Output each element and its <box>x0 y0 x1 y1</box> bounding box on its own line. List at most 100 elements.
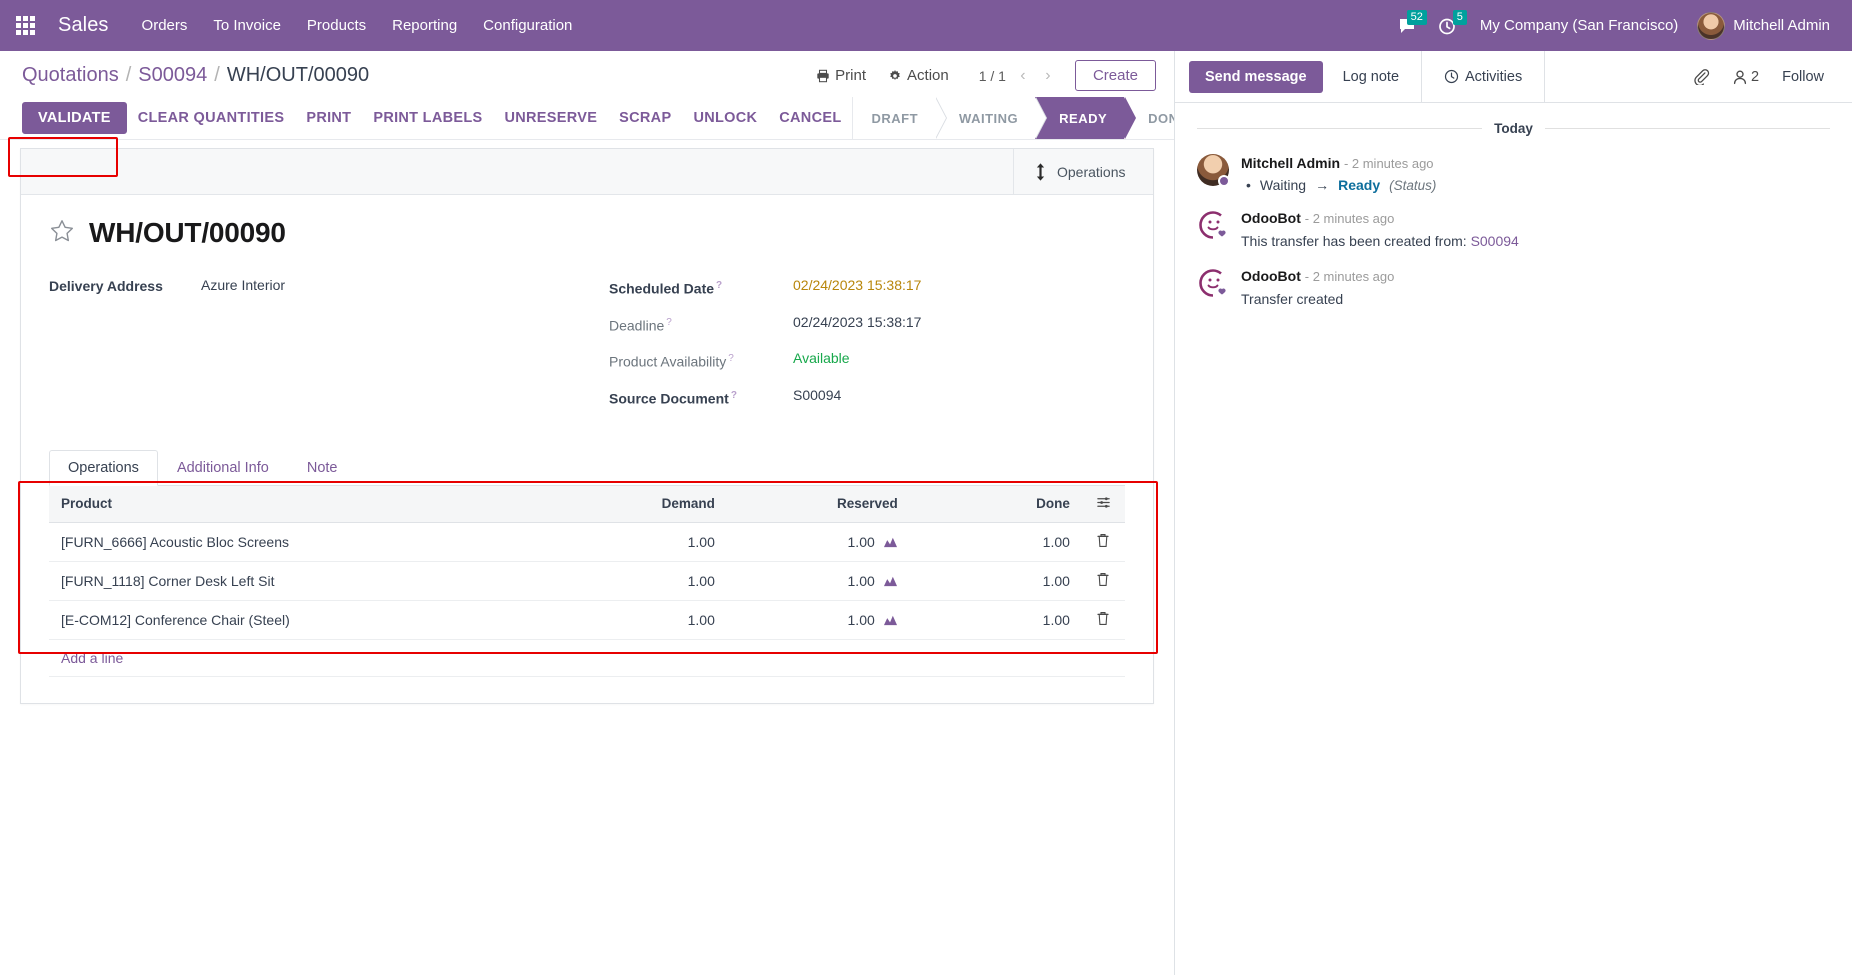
avatar[interactable] <box>1197 267 1229 299</box>
breadcrumb-item-s00094[interactable]: S00094 <box>138 64 208 86</box>
control-panel-button-row: VALIDATE CLEAR QUANTITIES PRINT PRINT LA… <box>0 97 1174 140</box>
apps-grid-icon[interactable] <box>8 9 42 43</box>
validate-button[interactable]: VALIDATE <box>22 102 127 134</box>
column-header-demand[interactable]: Demand <box>543 485 727 523</box>
add-line-cell: Add a line <box>49 639 1125 677</box>
field-scheduled-date: Scheduled Date? 02/24/2023 15:38:17 <box>609 275 1125 299</box>
clear-quantities-button[interactable]: CLEAR QUANTITIES <box>127 103 296 133</box>
chatter-message: Mitchell Admin - 2 minutes ago • Waiting… <box>1197 154 1830 193</box>
action-button[interactable]: Action <box>879 62 958 89</box>
cell-reserved[interactable]: 1.00 <box>726 522 910 562</box>
cell-done[interactable]: 1.00 <box>909 600 1082 640</box>
pager-next-icon[interactable]: › <box>1045 66 1051 84</box>
cell-product[interactable]: [E-COM12] Conference Chair (Steel) <box>49 600 544 640</box>
print-button[interactable]: Print <box>807 62 875 89</box>
avatar[interactable] <box>1197 209 1229 241</box>
column-header-reserved[interactable]: Reserved <box>726 485 910 523</box>
scrap-button[interactable]: SCRAP <box>608 103 682 133</box>
status-stage-waiting[interactable]: WAITING <box>935 97 1048 139</box>
print-labels-button[interactable]: PRINT LABELS <box>362 103 493 133</box>
cell-delete[interactable] <box>1081 561 1125 601</box>
send-message-button[interactable]: Send message <box>1189 60 1323 93</box>
help-icon[interactable]: ? <box>728 353 734 365</box>
help-icon[interactable]: ? <box>716 280 723 291</box>
cell-reserved[interactable]: 1.00 <box>726 561 910 601</box>
pager-previous-icon[interactable]: ‹ <box>1020 66 1026 84</box>
table-row[interactable]: [E-COM12] Conference Chair (Steel) 1.00 … <box>49 600 1125 640</box>
app-body: Quotations / S00094 / WH/OUT/00090 Print <box>0 50 1852 975</box>
company-switcher[interactable]: My Company (San Francisco) <box>1479 17 1679 34</box>
cell-done[interactable]: 1.00 <box>909 561 1082 601</box>
cell-delete[interactable] <box>1081 522 1125 562</box>
chatter-message-link-s00094[interactable]: S00094 <box>1470 233 1519 249</box>
print-action-button[interactable]: PRINT <box>295 103 362 133</box>
add-a-line-button[interactable]: Add a line <box>61 649 124 666</box>
unreserve-button[interactable]: UNRESERVE <box>493 103 608 133</box>
field-value-scheduled-date[interactable]: 02/24/2023 15:38:17 <box>793 277 922 293</box>
cell-demand[interactable]: 1.00 <box>543 600 727 640</box>
chatter-message-author[interactable]: OdooBot <box>1241 268 1301 284</box>
trash-icon[interactable] <box>1096 572 1110 590</box>
avatar[interactable] <box>1197 154 1230 187</box>
chatter-message-author[interactable]: Mitchell Admin <box>1241 155 1341 171</box>
field-value-deadline[interactable]: 02/24/2023 15:38:17 <box>793 313 922 330</box>
messages-menu[interactable]: 52 <box>1389 9 1427 42</box>
status-stage-draft[interactable]: DRAFT <box>853 97 947 139</box>
help-icon[interactable]: ? <box>666 316 672 328</box>
help-icon[interactable]: ? <box>730 389 737 401</box>
trash-icon[interactable] <box>1096 533 1110 551</box>
cell-product[interactable]: [FURN_1118] Corner Desk Left Sit <box>49 561 544 601</box>
pager: 1 / 1 ‹ › <box>976 64 1059 88</box>
top-navbar: Sales Orders To Invoice Products Reporti… <box>0 0 1852 51</box>
app-brand-sales[interactable]: Sales <box>58 14 109 36</box>
cell-reserved[interactable]: 1.00 <box>726 600 910 640</box>
tab-operations[interactable]: Operations <box>49 449 158 486</box>
trash-icon[interactable] <box>1096 611 1110 629</box>
table-row[interactable]: [FURN_1118] Corner Desk Left Sit 1.00 1.… <box>49 561 1125 601</box>
field-delivery-address: Delivery Address Azure Interior <box>49 275 609 297</box>
status-stage-ready[interactable]: READY <box>1035 97 1137 139</box>
odoobot-avatar-icon <box>1199 211 1226 239</box>
followers-button[interactable]: 2 <box>1723 63 1768 91</box>
field-value-source-document[interactable]: S00094 <box>793 386 842 403</box>
table-row[interactable]: [FURN_6666] Acoustic Bloc Screens 1.00 1… <box>49 522 1125 562</box>
column-settings-icon[interactable] <box>1081 485 1125 523</box>
cell-demand[interactable]: 1.00 <box>543 561 727 601</box>
cell-product[interactable]: [FURN_6666] Acoustic Bloc Screens <box>49 522 544 562</box>
chatter-message-author[interactable]: OdooBot <box>1241 210 1301 226</box>
nav-item-orders[interactable]: Orders <box>141 17 188 34</box>
breadcrumb-item-quotations[interactable]: Quotations <box>22 64 119 86</box>
unlock-button[interactable]: UNLOCK <box>682 103 768 133</box>
tab-note[interactable]: Note <box>306 459 338 476</box>
nav-item-products[interactable]: Products <box>306 17 367 34</box>
tab-additional-info[interactable]: Additional Info <box>176 459 269 476</box>
nav-item-to-invoice[interactable]: To Invoice <box>213 17 281 34</box>
star-outline-icon[interactable] <box>49 218 75 249</box>
cancel-button[interactable]: CANCEL <box>768 103 852 133</box>
create-button[interactable]: Create <box>1074 60 1156 91</box>
column-header-product[interactable]: Product <box>49 485 544 523</box>
field-value-delivery-address[interactable]: Azure Interior <box>201 277 286 293</box>
cell-done[interactable]: 1.00 <box>909 522 1082 562</box>
smart-button-operations[interactable]: Operations <box>1013 149 1153 194</box>
nav-item-configuration[interactable]: Configuration <box>483 17 573 34</box>
schedule-activity-button[interactable]: Activities <box>1428 61 1538 93</box>
detailed-operations-icon[interactable] <box>883 574 898 588</box>
chatter-toolbar: Send message Log note Activities <box>1175 50 1852 103</box>
detailed-operations-icon[interactable] <box>883 613 898 627</box>
chatter-toolbar-divider <box>1421 50 1423 103</box>
log-note-button[interactable]: Log note <box>1327 61 1415 93</box>
activities-count-badge: 5 <box>1452 9 1467 25</box>
cell-demand[interactable]: 1.00 <box>543 522 727 562</box>
field-label-text: Scheduled Date <box>609 280 715 297</box>
notebook: Operations Additional Info Note Product … <box>49 449 1125 677</box>
user-menu[interactable]: Mitchell Admin <box>1691 8 1838 44</box>
detailed-operations-icon[interactable] <box>883 535 898 549</box>
activities-menu[interactable]: 5 <box>1429 9 1467 42</box>
cell-delete[interactable] <box>1081 600 1125 640</box>
follow-button[interactable]: Follow <box>1782 68 1824 85</box>
bullet-icon: • <box>1246 177 1251 193</box>
attachment-button[interactable] <box>1684 62 1719 91</box>
nav-item-reporting[interactable]: Reporting <box>392 17 458 34</box>
column-header-done[interactable]: Done <box>909 485 1082 523</box>
